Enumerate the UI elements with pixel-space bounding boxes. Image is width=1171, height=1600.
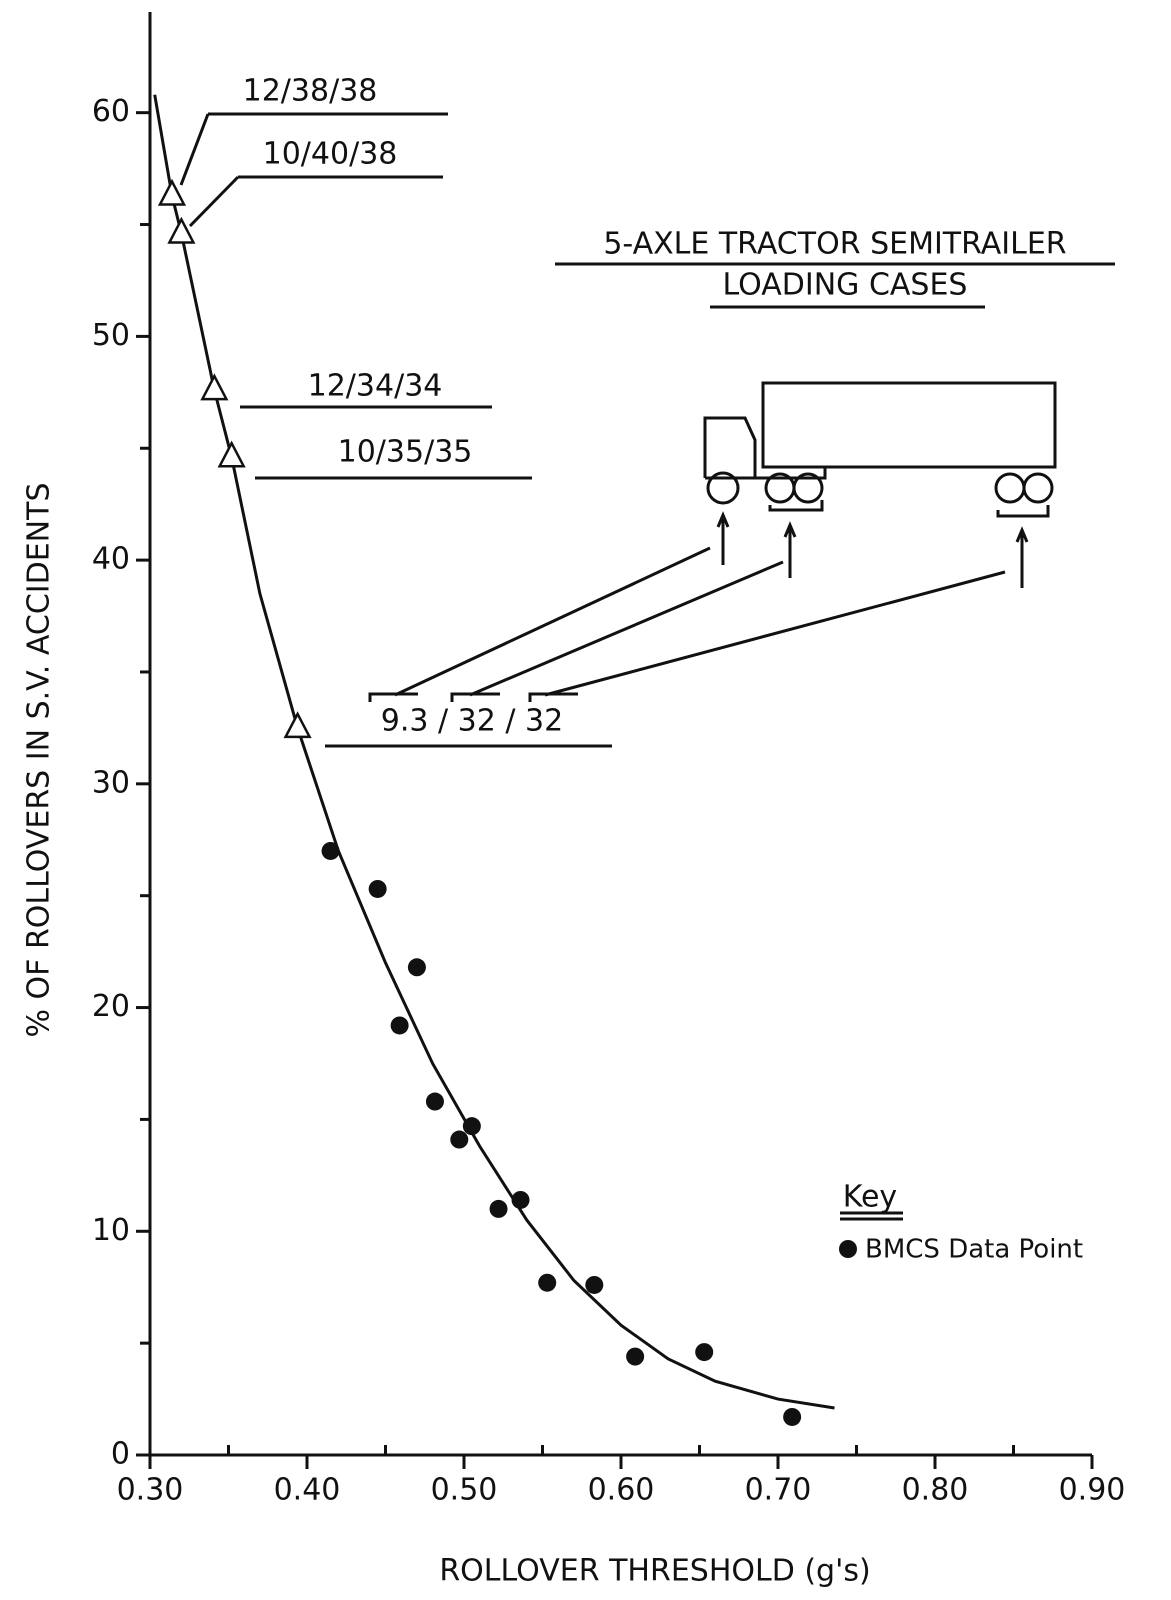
loading-case-label: 12/34/34	[308, 369, 443, 404]
x-tick-label: 0.80	[902, 1473, 969, 1508]
y-tick-label: 0	[111, 1437, 130, 1472]
data-point	[511, 1190, 530, 1209]
data-point	[462, 1117, 481, 1136]
data-point	[407, 958, 426, 977]
y-tick-label: 60	[92, 94, 130, 129]
y-tick-label: 40	[92, 542, 130, 577]
label-leader	[188, 175, 240, 228]
loading-case-label: 10/35/35	[338, 435, 473, 470]
y-tick-label: 30	[92, 765, 130, 800]
data-point	[695, 1343, 714, 1362]
x-tick-label: 0.40	[274, 1473, 341, 1508]
data-point	[368, 879, 387, 898]
legend-title: Key	[843, 1180, 897, 1215]
data-point	[390, 1016, 409, 1035]
x-tick-label: 0.60	[588, 1473, 655, 1508]
loading-case-label: 10/40/38	[263, 137, 398, 172]
data-point	[425, 1092, 444, 1111]
triangle-marker	[200, 373, 229, 401]
label-leader	[179, 113, 210, 186]
triangle-marker	[157, 178, 187, 206]
x-tick-label: 0.70	[745, 1473, 812, 1508]
legend-label: BMCS Data Point	[865, 1235, 1083, 1265]
data-point	[626, 1347, 645, 1366]
x-tick-label: 0.50	[431, 1473, 498, 1508]
x-tick-label: 0.90	[1059, 1473, 1126, 1508]
legend-marker	[839, 1240, 857, 1258]
triangle-marker	[167, 216, 196, 244]
data-point	[489, 1199, 508, 1218]
fit-curve	[153, 94, 835, 1410]
y-axis-label: % OF ROLLOVERS IN S.V. ACCIDENTS	[22, 483, 57, 1038]
truck-diagram	[368, 381, 1057, 702]
y-tick-label: 50	[92, 318, 130, 353]
chart-title: LOADING CASES	[723, 268, 968, 303]
y-tick-label: 10	[92, 1213, 130, 1248]
triangle-marker	[283, 711, 312, 739]
chart-title: 5-AXLE TRACTOR SEMITRAILER	[603, 227, 1066, 262]
triangle-marker	[217, 440, 246, 468]
x-axis-label: ROLLOVER THRESHOLD (g's)	[439, 1554, 870, 1589]
data-point	[321, 841, 340, 860]
x-tick-label: 0.30	[117, 1473, 184, 1508]
data-point	[450, 1130, 469, 1149]
y-tick-label: 20	[92, 989, 130, 1024]
data-point	[585, 1275, 604, 1294]
loading-case-label: 12/38/38	[243, 74, 378, 109]
loading-case-label: 9.3 / 32 / 32	[381, 704, 563, 739]
data-point	[783, 1407, 802, 1426]
data-point	[538, 1273, 557, 1292]
